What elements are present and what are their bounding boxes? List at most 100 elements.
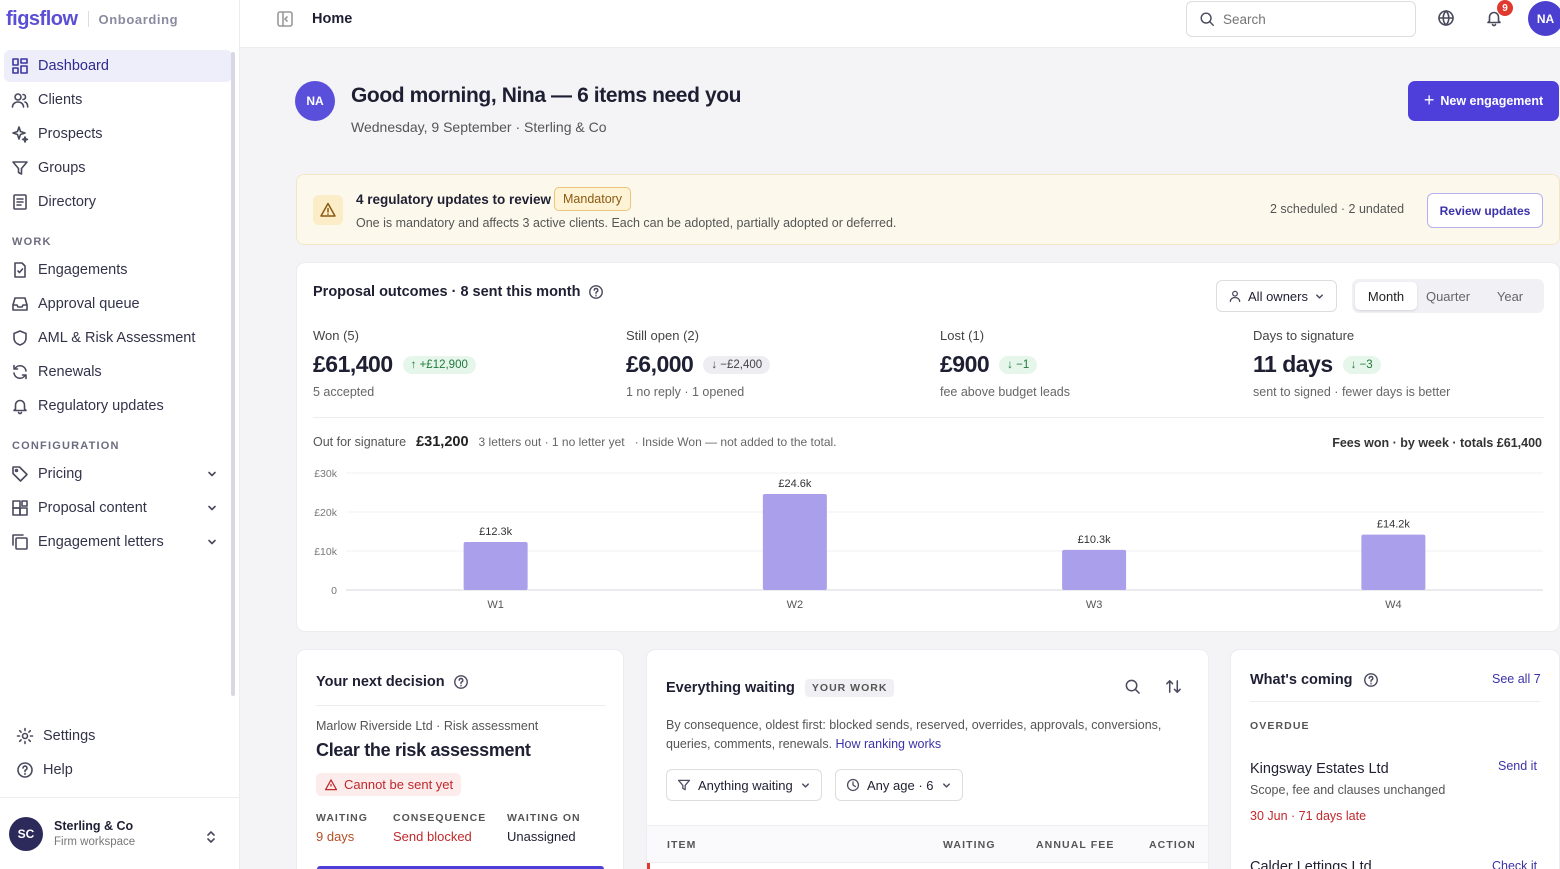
notifications-badge: 9 [1497, 0, 1513, 16]
sidebar-toggle-icon[interactable] [276, 10, 294, 28]
field-value: Unassigned [507, 829, 576, 844]
tag-icon [11, 465, 29, 483]
filter-any-age[interactable]: Any age · 6 [835, 769, 963, 801]
bar [463, 542, 528, 590]
whats-coming-card: What's coming See all 7 OVERDUE Kingsway… [1230, 649, 1560, 869]
kpi-row: 11 days ↓ −3 [1253, 351, 1553, 378]
filter-anything-waiting[interactable]: Anything waiting [666, 769, 822, 801]
chevron-down-icon[interactable] [206, 468, 218, 480]
kpi-sub: fee above budget leads [940, 385, 1070, 399]
decision-waiting-on: WAITING ON Unassigned [507, 812, 581, 844]
divider [1250, 701, 1540, 702]
decision-headline: Clear the risk assessment [316, 740, 531, 760]
globe-icon[interactable] [1437, 9, 1455, 27]
status-badge: Cannot be sent yet [316, 773, 462, 796]
period-quarter[interactable]: Quarter [1425, 288, 1471, 304]
workspace-switcher[interactable]: SC Sterling & Co Firm workspace [0, 797, 239, 869]
see-all-link[interactable]: See all 7 [1492, 672, 1541, 686]
field-value: 9 days [316, 829, 355, 844]
everything-waiting-card: Everything waiting YOUR WORK By conseque… [646, 649, 1209, 869]
bar-data-label: £10.3k [1078, 534, 1112, 546]
chevron-updown-icon[interactable] [205, 830, 217, 844]
warning-icon [324, 778, 338, 790]
sidebar-item-proposal-content[interactable]: Proposal content [4, 492, 232, 524]
period-month[interactable]: Month [1355, 282, 1417, 310]
sidebar-scrollbar[interactable] [231, 52, 235, 696]
coming-item-description: Scope, fee and clauses unchanged [1250, 783, 1446, 797]
sidebar-item-groups[interactable]: Groups [4, 152, 232, 184]
greeting-title: Good morning, Nina — 6 items need you [351, 84, 742, 107]
card-title: Everything waiting YOUR WORK [666, 679, 895, 697]
review-updates-button[interactable]: Review updates [1427, 193, 1543, 228]
chevron-down-icon[interactable] [206, 502, 218, 514]
page-title: Home [312, 11, 353, 27]
priority-marker [647, 863, 650, 869]
sidebar-item-engagement-letters[interactable]: Engagement letters [4, 526, 232, 558]
sidebar-item-aml-risk[interactable]: AML & Risk Assessment [4, 322, 232, 354]
search-input[interactable] [1223, 11, 1393, 27]
waiting-description: By consequence, oldest first: blocked se… [666, 716, 1176, 754]
sidebar-item-dashboard[interactable]: Dashboard [4, 50, 232, 82]
sidebar-item-settings[interactable]: Settings [4, 720, 232, 752]
help-icon[interactable] [1363, 672, 1379, 688]
sidebar-item-pricing[interactable]: Pricing [4, 458, 232, 490]
field-label: CONSEQUENCE [393, 812, 487, 824]
user-avatar[interactable]: NA [1528, 1, 1560, 36]
x-tick-label: W3 [1086, 599, 1103, 611]
y-tick-label: £10k [314, 546, 338, 558]
check-it-link[interactable]: Check it [1492, 859, 1538, 869]
search-icon[interactable] [1124, 678, 1141, 695]
sidebar-item-approval-queue[interactable]: Approval queue [4, 288, 232, 320]
kpi-delta: ↓ −£2,400 [703, 355, 771, 374]
notifications-bell-icon[interactable] [1485, 9, 1503, 27]
chevron-down-icon[interactable] [206, 536, 218, 548]
sidebar-item-renewals[interactable]: Renewals [4, 356, 232, 388]
owners-dropdown[interactable]: All owners [1216, 280, 1337, 312]
sidebar-item-regulatory-updates[interactable]: Regulatory updates [4, 390, 232, 422]
column-header-action[interactable]: ACTION [1149, 839, 1196, 851]
brand-logo[interactable]: figsflow [6, 7, 78, 30]
sidebar-item-prospects[interactable]: Prospects [4, 118, 232, 150]
kpi-sub: sent to signed · fewer days is better [1253, 385, 1451, 399]
nav-section-configuration: CONFIGURATION [12, 440, 120, 452]
card-title: Proposal outcomes · 8 sent this month [313, 284, 604, 300]
sort-icon[interactable] [1165, 678, 1182, 695]
blocks-icon [11, 499, 29, 517]
book-icon [11, 193, 29, 211]
inbox-icon [11, 295, 29, 313]
nav-section-work: WORK [12, 236, 52, 248]
primary-action-button[interactable] [317, 866, 604, 869]
sidebar-item-engagements[interactable]: Engagements [4, 254, 232, 286]
sidebar-item-clients[interactable]: Clients [4, 84, 232, 116]
new-engagement-button[interactable]: + New engagement [1408, 81, 1559, 121]
divider [313, 417, 1544, 418]
banner-description: One is mandatory and affects 3 active cl… [356, 216, 897, 230]
brand: figsflow Onboarding [0, 0, 239, 38]
card-title: Your next decision [316, 674, 469, 690]
bar [762, 494, 827, 590]
copy-icon [11, 533, 29, 551]
column-header-waiting[interactable]: WAITING [943, 839, 996, 851]
send-it-link[interactable]: Send it [1498, 759, 1537, 773]
status-label: Cannot be sent yet [344, 777, 454, 792]
bell-icon [11, 397, 29, 415]
help-icon[interactable] [588, 284, 604, 300]
sidebar-item-directory[interactable]: Directory [4, 186, 232, 218]
period-year[interactable]: Year [1496, 288, 1524, 304]
column-header-annual-fee[interactable]: ANNUAL FEE [1036, 839, 1115, 851]
sidebar-item-help[interactable]: Help [4, 754, 232, 786]
y-tick-label: 0 [331, 585, 337, 597]
avatar: NA [295, 81, 335, 121]
regulatory-banner: 4 regulatory updates to review Mandatory… [296, 174, 1560, 245]
y-tick-label: £30k [314, 468, 338, 480]
y-tick-label: £20k [314, 507, 338, 519]
how-ranking-works-link[interactable]: How ranking works [835, 737, 942, 751]
search-box[interactable] [1186, 1, 1416, 37]
kpi-days-to-signature: Days to signature 11 days ↓ −3 sent to s… [1253, 328, 1553, 399]
coming-item-late: 30 Jun · 71 days late [1250, 809, 1367, 823]
help-circle-icon [16, 761, 34, 779]
refresh-icon [11, 363, 29, 381]
column-header-item[interactable]: ITEM [667, 839, 697, 851]
chevron-down-icon [1316, 293, 1323, 299]
help-icon[interactable] [453, 674, 469, 690]
